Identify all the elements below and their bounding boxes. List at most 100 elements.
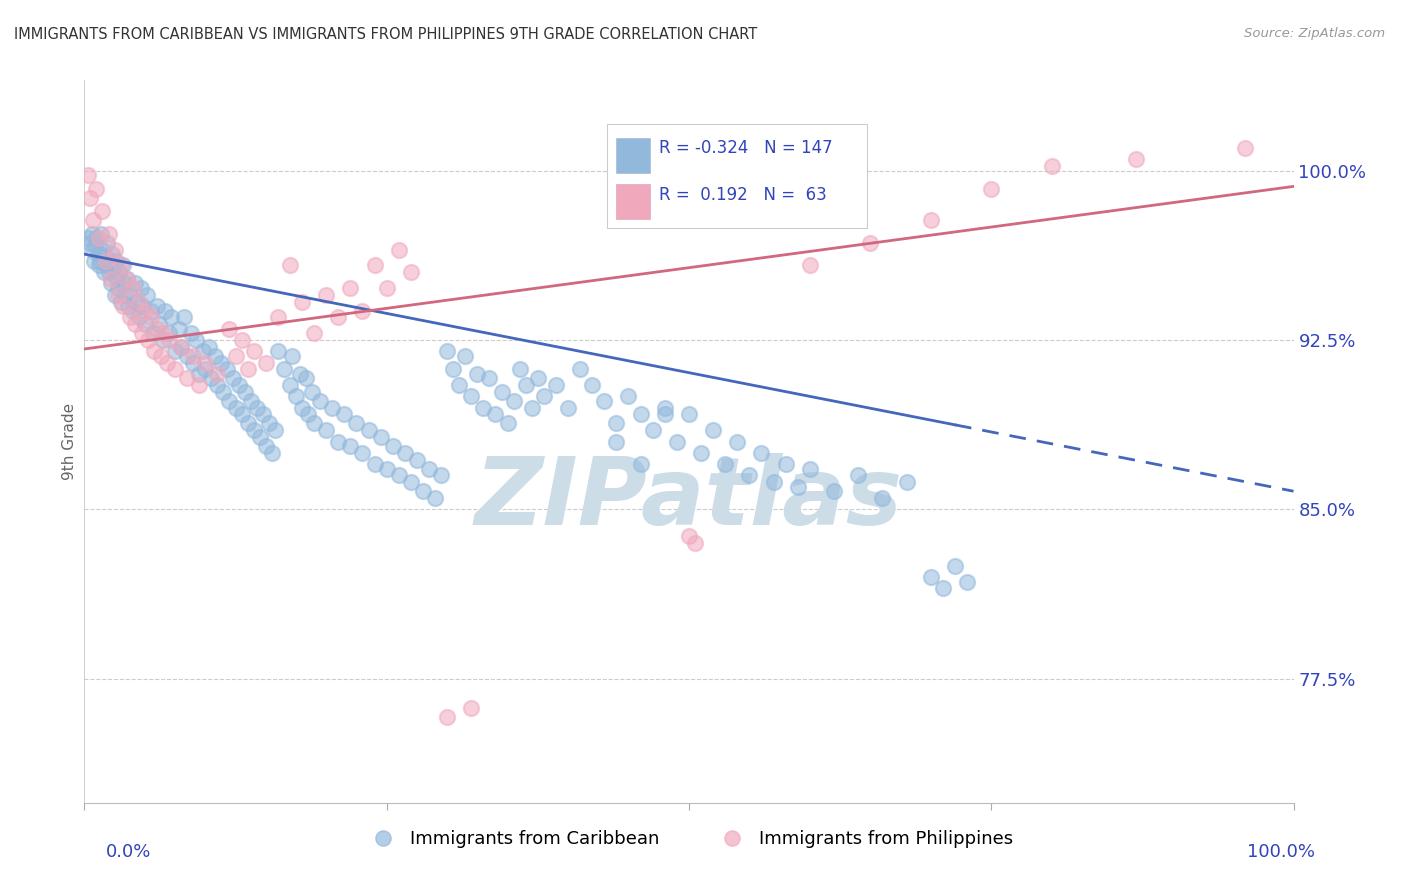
Legend: Immigrants from Caribbean, Immigrants from Philippines: Immigrants from Caribbean, Immigrants fr… bbox=[357, 822, 1021, 855]
Point bbox=[97, 227, 120, 241]
Point bbox=[128, 310, 150, 325]
Point bbox=[100, 277, 122, 291]
Point bbox=[315, 423, 337, 437]
Point bbox=[173, 310, 195, 325]
Point bbox=[91, 243, 114, 257]
Point bbox=[204, 349, 226, 363]
Point bbox=[146, 299, 169, 313]
Point bbox=[399, 265, 422, 279]
Point bbox=[375, 281, 398, 295]
Point bbox=[665, 434, 688, 449]
Text: 0.0%: 0.0% bbox=[105, 843, 150, 861]
Point bbox=[725, 434, 748, 449]
Point bbox=[278, 259, 301, 273]
Point bbox=[328, 434, 350, 449]
Point bbox=[394, 446, 416, 460]
Point bbox=[1125, 153, 1147, 167]
Point bbox=[84, 238, 107, 252]
Point bbox=[581, 378, 603, 392]
Point bbox=[515, 378, 537, 392]
Point bbox=[799, 461, 821, 475]
Point bbox=[198, 340, 221, 354]
Point bbox=[260, 446, 283, 460]
Point bbox=[388, 243, 411, 257]
Point bbox=[281, 349, 304, 363]
Point bbox=[246, 401, 269, 415]
Point bbox=[654, 401, 676, 415]
Point bbox=[932, 582, 955, 596]
Point bbox=[630, 457, 652, 471]
Point bbox=[231, 408, 253, 422]
Point bbox=[357, 423, 380, 437]
Point bbox=[569, 362, 592, 376]
Point bbox=[714, 457, 737, 471]
Point bbox=[491, 384, 513, 399]
Point bbox=[460, 701, 482, 715]
Point bbox=[170, 340, 193, 354]
Point bbox=[86, 181, 108, 195]
Point bbox=[233, 384, 256, 399]
Point bbox=[630, 408, 652, 422]
Point bbox=[605, 434, 627, 449]
Point bbox=[165, 344, 187, 359]
Point bbox=[388, 468, 411, 483]
Point bbox=[176, 349, 198, 363]
Point bbox=[136, 287, 159, 301]
Point bbox=[79, 235, 101, 250]
Point bbox=[134, 303, 156, 318]
Point bbox=[678, 408, 700, 422]
Point bbox=[77, 231, 100, 245]
Point bbox=[215, 362, 238, 376]
Point bbox=[309, 393, 332, 408]
Point bbox=[107, 281, 129, 295]
Point bbox=[104, 287, 127, 301]
Point bbox=[762, 475, 785, 490]
Point bbox=[194, 362, 217, 376]
Point bbox=[94, 259, 117, 273]
Point bbox=[702, 423, 724, 437]
Point bbox=[423, 491, 446, 505]
Point bbox=[225, 349, 247, 363]
Point bbox=[520, 401, 543, 415]
Point bbox=[328, 310, 350, 325]
FancyBboxPatch shape bbox=[616, 185, 650, 219]
Point bbox=[86, 231, 108, 245]
Point bbox=[472, 401, 495, 415]
Point bbox=[502, 393, 524, 408]
Point bbox=[527, 371, 550, 385]
Point bbox=[82, 213, 104, 227]
Point bbox=[259, 417, 281, 431]
Point bbox=[209, 355, 232, 369]
Point bbox=[236, 362, 259, 376]
Point bbox=[115, 272, 138, 286]
Point bbox=[124, 277, 146, 291]
Point bbox=[242, 423, 264, 437]
Point bbox=[544, 378, 567, 392]
Point bbox=[155, 303, 177, 318]
Point bbox=[654, 408, 676, 422]
Point bbox=[157, 333, 180, 347]
Point bbox=[138, 333, 160, 347]
Point bbox=[593, 393, 616, 408]
Point bbox=[142, 326, 165, 340]
Point bbox=[751, 446, 773, 460]
Point bbox=[859, 235, 882, 250]
Point bbox=[291, 401, 314, 415]
Text: ZIPatlas: ZIPatlas bbox=[475, 453, 903, 545]
Point bbox=[212, 384, 235, 399]
Text: R = -0.324   N = 147: R = -0.324 N = 147 bbox=[659, 139, 832, 157]
Point bbox=[678, 529, 700, 543]
Point bbox=[449, 378, 471, 392]
Point bbox=[823, 484, 845, 499]
Point bbox=[252, 408, 274, 422]
Point bbox=[920, 570, 942, 584]
Point bbox=[956, 574, 979, 589]
Point bbox=[291, 294, 314, 309]
Point bbox=[346, 417, 368, 431]
Point bbox=[302, 326, 325, 340]
Point bbox=[278, 378, 301, 392]
Point bbox=[363, 259, 385, 273]
Point bbox=[125, 294, 148, 309]
Point bbox=[207, 367, 229, 381]
Point bbox=[418, 461, 440, 475]
